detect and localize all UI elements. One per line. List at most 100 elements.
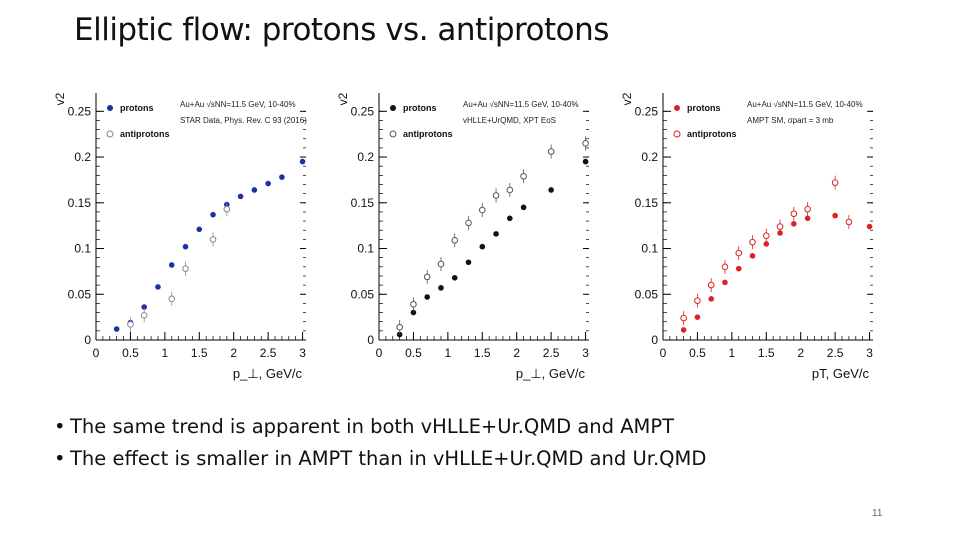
x-tick-label: 0 xyxy=(376,346,383,360)
data-point-antiprotons xyxy=(127,321,134,328)
data-point-antiprotons xyxy=(680,314,687,322)
data-point-protons xyxy=(424,294,430,300)
x-tick-label: 0.5 xyxy=(405,346,422,360)
data-point-antiprotons xyxy=(451,236,459,244)
data-point-antiprotons xyxy=(168,295,176,303)
chart-annotation: AMPT SM, σpart = 3 mb xyxy=(747,116,834,125)
data-point-protons xyxy=(479,243,486,250)
y-tick-label: 0.1 xyxy=(74,242,91,256)
y-tick-label: 0.1 xyxy=(357,242,374,256)
x-tick-label: 2 xyxy=(513,346,520,360)
data-point-antiprotons xyxy=(396,323,403,331)
data-point-protons xyxy=(410,309,417,316)
data-point-protons xyxy=(832,212,838,219)
data-point-protons xyxy=(113,326,120,332)
data-point-protons xyxy=(237,193,244,200)
bullet-text: The same trend is apparent in both vHLLE… xyxy=(70,415,675,438)
data-point-protons xyxy=(763,241,770,247)
data-point-protons xyxy=(866,223,873,230)
data-point-antiprotons xyxy=(845,218,853,226)
legend-label: protons xyxy=(120,103,154,113)
x-axis-label: pT, GeV/c xyxy=(812,366,870,381)
chart-annotation: Au+Au √sNN=11.5 GeV, 10-40% xyxy=(180,100,296,109)
legend-label: antiprotons xyxy=(403,129,453,139)
data-point-protons xyxy=(279,174,285,180)
data-point-protons xyxy=(168,262,175,268)
data-point-protons xyxy=(451,274,458,281)
y-tick-label: 0.25 xyxy=(351,104,375,118)
data-point-antiprotons xyxy=(506,186,514,194)
data-point-protons xyxy=(251,187,258,193)
data-point-antiprotons xyxy=(465,219,472,227)
chart-svg: 0 0.05 0.1 0.15 0.2 0.25 0 0.5 1 1.5 2 2.5 3 v2 pT, Ge… xyxy=(620,92,873,381)
data-point-protons xyxy=(196,226,203,233)
y-tick-label: 0.25 xyxy=(635,104,659,118)
bullet-dot: • xyxy=(54,447,66,470)
chart-star-data: 0 0.05 0.1 0.15 0.2 0.25 0 0.5 1 1.5 2 2.5 3 v2 p_⊥, G… xyxy=(50,85,315,390)
y-axis-label: v2 xyxy=(53,92,67,105)
data-point-antiprotons xyxy=(520,172,527,180)
data-point-protons xyxy=(708,296,714,302)
data-point-protons xyxy=(548,187,554,193)
data-point-protons xyxy=(749,253,756,259)
legend-marker xyxy=(673,130,681,138)
bullet-dot: • xyxy=(54,415,66,438)
y-tick-label: 0 xyxy=(651,333,658,347)
chart-vhlle-urqmd: 0 0.05 0.1 0.15 0.2 0.25 0 0.5 1 1.5 2 2.5 3 v2 p_⊥, G… xyxy=(333,85,598,390)
legend-marker xyxy=(390,105,396,111)
legend-marker xyxy=(389,130,397,138)
chart-annotation: Au+Au √sNN=11.5 GeV, 10-40% xyxy=(463,100,579,109)
x-tick-label: 2.5 xyxy=(543,346,560,360)
y-tick-label: 0.2 xyxy=(357,150,374,164)
y-tick-label: 0.15 xyxy=(68,196,92,210)
bullet-item: • The effect is smaller in AMPT than in v… xyxy=(54,447,706,479)
data-point-protons xyxy=(210,211,216,218)
data-point-antiprotons xyxy=(182,265,189,272)
legend-marker xyxy=(107,105,113,111)
x-tick-label: 2.5 xyxy=(827,346,844,360)
x-tick-label: 2.5 xyxy=(260,346,277,360)
data-point-protons xyxy=(520,204,527,211)
data-point-protons xyxy=(735,265,742,272)
legend-label: protons xyxy=(687,103,721,113)
bullet-text: The effect is smaller in AMPT than in vH… xyxy=(70,447,707,470)
x-tick-label: 0 xyxy=(660,346,667,360)
data-point-protons xyxy=(493,231,499,237)
page-number: 11 xyxy=(872,508,883,519)
data-point-protons xyxy=(804,215,811,222)
data-point-antiprotons xyxy=(140,312,148,319)
data-point-antiprotons xyxy=(492,192,500,199)
y-axis-label: v2 xyxy=(620,92,634,105)
data-point-antiprotons xyxy=(582,140,589,147)
data-point-antiprotons xyxy=(762,232,770,240)
data-point-protons xyxy=(141,304,147,310)
x-tick-label: 3 xyxy=(582,346,589,360)
data-point-antiprotons xyxy=(790,210,798,218)
x-axis-label: p_⊥, GeV/c xyxy=(516,366,586,381)
x-tick-label: 1 xyxy=(445,346,452,360)
x-tick-label: 0 xyxy=(93,346,100,360)
legend-marker xyxy=(674,105,680,111)
data-point-protons xyxy=(791,221,797,227)
x-tick-label: 0.5 xyxy=(689,346,706,360)
x-tick-label: 1 xyxy=(162,346,169,360)
x-tick-label: 2 xyxy=(797,346,804,360)
legend-marker xyxy=(106,130,114,138)
chart-annotation: vHLLE+UrQMD, XPT EoS xyxy=(463,116,556,125)
data-point-antiprotons xyxy=(547,148,555,155)
y-tick-label: 0.2 xyxy=(641,150,658,164)
data-point-antiprotons xyxy=(749,238,756,246)
y-tick-label: 0.15 xyxy=(351,196,375,210)
data-point-protons xyxy=(155,284,161,290)
data-point-antiprotons xyxy=(478,206,486,214)
y-tick-label: 0.25 xyxy=(68,104,92,118)
x-tick-label: 3 xyxy=(299,346,306,360)
data-point-protons xyxy=(299,158,306,165)
data-point-protons xyxy=(722,279,728,286)
x-tick-label: 1.5 xyxy=(474,346,491,360)
data-point-protons xyxy=(265,180,271,187)
data-point-antiprotons xyxy=(721,263,729,271)
chart-annotation: Au+Au √sNN=11.5 GeV, 10-40% xyxy=(747,100,863,109)
x-tick-label: 2 xyxy=(230,346,237,360)
chart-ampt: 0 0.05 0.1 0.15 0.2 0.25 0 0.5 1 1.5 2 2.5 3 v2 pT, Ge… xyxy=(617,85,892,390)
